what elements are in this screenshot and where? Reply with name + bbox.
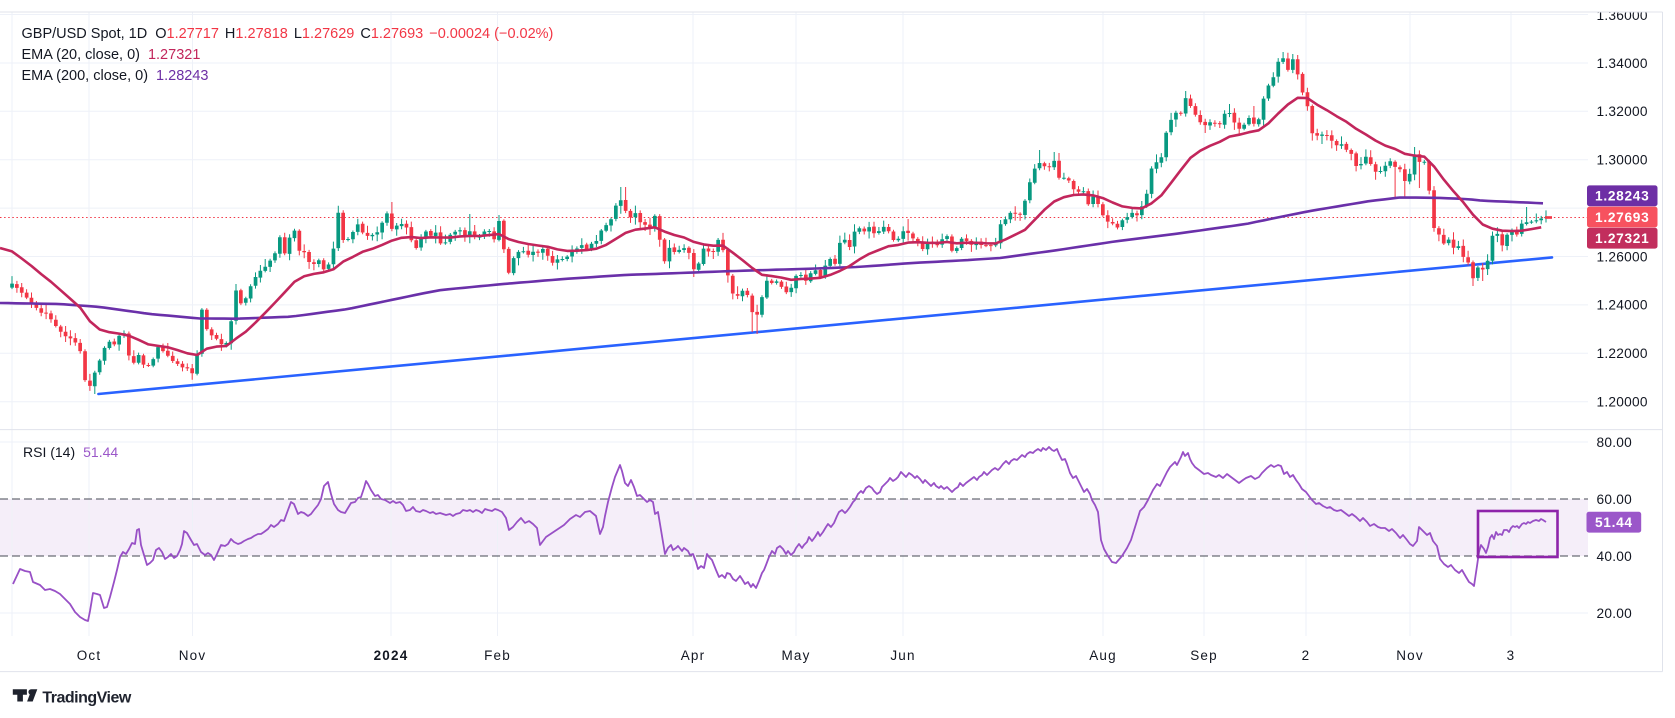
- svg-text:1.30000: 1.30000: [1597, 153, 1648, 168]
- svg-text:Oct: Oct: [77, 648, 102, 663]
- svg-text:2: 2: [1302, 648, 1311, 663]
- svg-text:Apr: Apr: [681, 648, 706, 663]
- svg-text:1.32000: 1.32000: [1597, 104, 1648, 119]
- svg-text:1.26000: 1.26000: [1597, 249, 1648, 264]
- svg-text:1.27693: 1.27693: [1595, 210, 1649, 225]
- svg-text:1.20000: 1.20000: [1597, 395, 1648, 410]
- svg-text:80.00: 80.00: [1597, 435, 1633, 450]
- svg-text:TradingView: TradingView: [42, 690, 132, 707]
- svg-text:May: May: [781, 648, 810, 663]
- svg-text:1.34000: 1.34000: [1597, 56, 1648, 71]
- svg-text:1.24000: 1.24000: [1597, 298, 1648, 313]
- svg-text:2024: 2024: [374, 648, 409, 663]
- svg-text:1.36000: 1.36000: [1597, 8, 1648, 23]
- svg-text:Nov: Nov: [1396, 648, 1424, 663]
- svg-text:Nov: Nov: [179, 648, 207, 663]
- svg-text:1.22000: 1.22000: [1597, 346, 1648, 361]
- svg-text:40.00: 40.00: [1597, 549, 1633, 564]
- svg-text:20.00: 20.00: [1597, 606, 1633, 621]
- svg-text:RSI (14)51.44: RSI (14) 51.44: [23, 444, 118, 460]
- svg-text:1.27321: 1.27321: [1595, 231, 1649, 246]
- svg-text:Sep: Sep: [1190, 648, 1218, 663]
- svg-text:Feb: Feb: [484, 648, 511, 663]
- svg-text:Aug: Aug: [1089, 648, 1117, 663]
- svg-text:EMA (200, close, 0)1.28243: EMA (200, close, 0) 1.28243: [22, 68, 209, 84]
- svg-text:1.28243: 1.28243: [1595, 189, 1649, 204]
- svg-text:EMA (20, close, 0)1.27321: EMA (20, close, 0) 1.27321: [22, 47, 201, 63]
- svg-text:Jun: Jun: [890, 648, 915, 663]
- svg-text:3: 3: [1507, 648, 1516, 663]
- svg-text:51.44: 51.44: [1595, 515, 1633, 530]
- svg-text:60.00: 60.00: [1597, 492, 1633, 507]
